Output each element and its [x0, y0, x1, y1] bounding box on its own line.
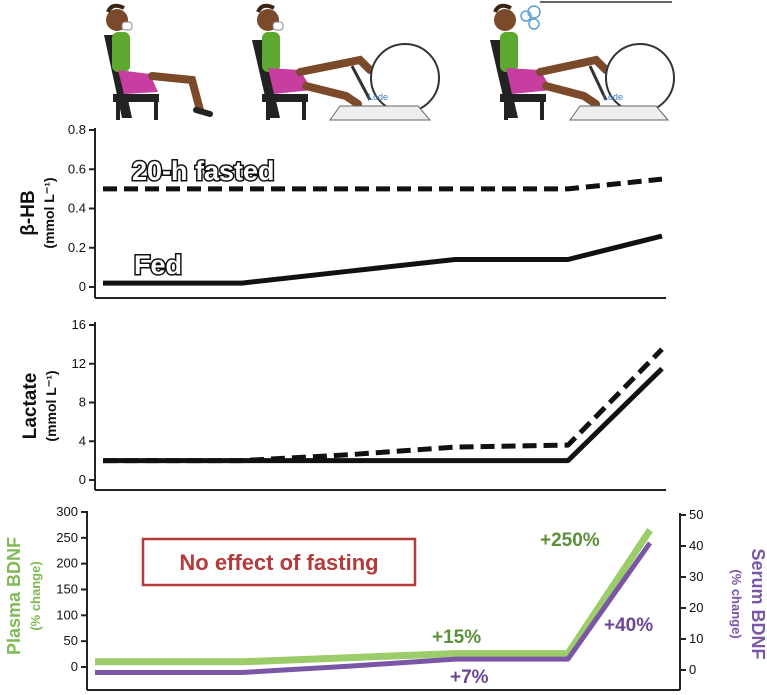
beta-hb-tick-label: 0.4	[68, 201, 86, 216]
lactate-tick-label: 16	[72, 317, 86, 332]
lactate-tick-label: 8	[79, 395, 86, 410]
beta-hb-tick-label: 0.8	[68, 122, 86, 137]
fasted-line	[103, 176, 663, 192]
lactate-tick-label: 4	[79, 433, 86, 448]
serum-bdnf-tick-label: 0	[689, 662, 696, 677]
plasma-bdnf-tick-label: 250	[56, 530, 78, 545]
seated-rest-icon	[104, 3, 213, 120]
plasma-bdnf-tick-label: 50	[64, 633, 78, 648]
serum-bdnf-tick-label: 40	[689, 538, 703, 553]
bdnf-panel: 0 50 100 150 200 250 300 0 10 20 30 40 50 Plasma BD…	[4, 504, 767, 691]
serum-bdnf-tick-label: 30	[689, 569, 703, 584]
plasma-peak-label: +250%	[540, 530, 600, 551]
plasma-bdnf-tick-label: 0	[71, 659, 78, 674]
svg-text:Lode: Lode	[368, 92, 388, 102]
cycling-exhausted-icon: Lode	[490, 1, 675, 121]
beta-hb-panel: 0 0.2 0.4 0.6 0.8 β-HB (mmol L⁻¹) 20-h faste…	[18, 122, 666, 299]
plasma-bdnf-tick-label: 150	[56, 582, 78, 597]
serum-peak-label: +40%	[604, 615, 653, 636]
plasma-bdnf-line	[95, 528, 653, 666]
plasma-bdnf-tick-label: 100	[56, 607, 78, 622]
beta-hb-yunit: (mmol L⁻¹)	[41, 177, 57, 248]
serum-bdnf-tick-label: 10	[689, 631, 703, 646]
beta-hb-tick-label: 0.6	[68, 161, 86, 176]
fasted-series-label: 20-h fasted	[132, 156, 275, 186]
plasma-bdnf-tick-label: 300	[56, 504, 78, 519]
serum-bdnf-line	[95, 541, 653, 675]
fed-line	[103, 233, 663, 286]
plasma-bdnf-ylabel: Plasma BDNF	[4, 537, 24, 655]
serum-bdnf-tick-label: 50	[689, 507, 703, 522]
serum-mid-label: +7%	[450, 667, 489, 688]
lactate-fed-line	[103, 366, 664, 464]
cycling-icon: Lode	[252, 3, 440, 121]
lactate-tick-label: 0	[79, 472, 86, 487]
plasma-mid-label: +15%	[432, 627, 481, 648]
plasma-bdnf-yunit: (% change)	[28, 561, 43, 630]
beta-hb-ylabel: β-HB	[18, 190, 39, 235]
serum-bdnf-yunit: (% change)	[729, 569, 744, 638]
lactate-ylabel: Lactate	[20, 373, 41, 440]
fed-series-label: Fed	[134, 250, 182, 280]
serum-bdnf-tick-label: 20	[689, 600, 703, 615]
lactate-tick-label: 12	[72, 356, 86, 371]
beta-hb-tick-label: 0.2	[68, 240, 86, 255]
annotation-box	[141, 537, 417, 587]
lactate-panel: 0 4 8 12 16 Lactate (mmol L⁻¹)	[20, 317, 666, 491]
svg-text:Lode: Lode	[603, 92, 623, 102]
lactate-yunit: (mmol L⁻¹)	[43, 370, 59, 441]
lactate-fasted-line	[103, 347, 664, 464]
plasma-bdnf-tick-label: 200	[56, 556, 78, 571]
serum-bdnf-ylabel: Serum BDNF	[748, 548, 767, 659]
annotation-text: No effect of fasting	[179, 550, 378, 575]
beta-hb-tick-label: 0	[79, 279, 86, 294]
